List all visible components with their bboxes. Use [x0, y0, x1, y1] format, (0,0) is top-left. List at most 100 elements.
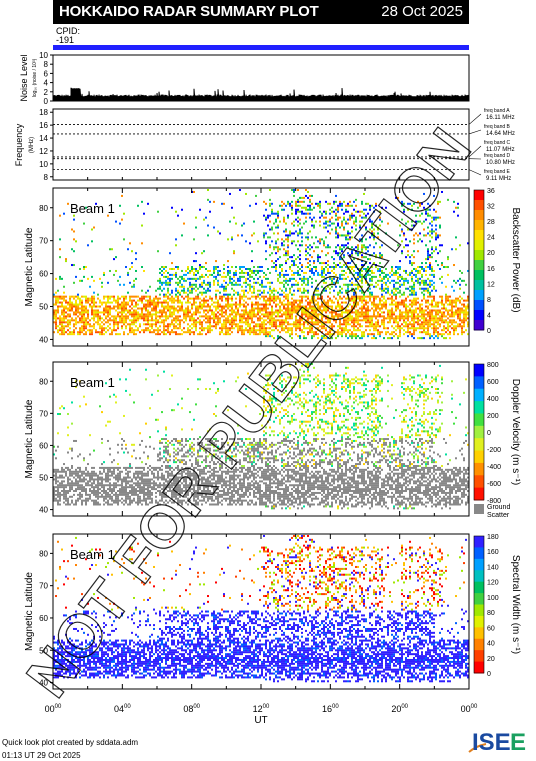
heatmap-cell	[391, 297, 393, 300]
heatmap-cell	[59, 315, 61, 318]
heatmap-cell	[305, 208, 307, 211]
heatmap-cell	[361, 305, 363, 308]
heatmap-cell	[297, 335, 299, 338]
heatmap-cell	[367, 269, 369, 272]
heatmap-cell	[345, 315, 347, 318]
heatmap-cell	[341, 315, 343, 318]
heatmap-cell	[209, 319, 211, 322]
heatmap-cell	[353, 269, 355, 272]
heatmap-cell	[297, 204, 299, 207]
heatmap-cell	[417, 281, 419, 284]
heatmap-cell	[399, 295, 401, 298]
heatmap-cell	[463, 317, 465, 320]
heatmap-cell	[321, 269, 323, 272]
heatmap-cell	[81, 301, 83, 304]
heatmap-cell	[337, 206, 339, 209]
heatmap-cell	[169, 281, 171, 284]
heatmap-cell	[281, 273, 283, 276]
heatmap-cell	[371, 315, 373, 318]
heatmap-cell	[405, 269, 407, 272]
heatmap-cell	[79, 480, 81, 483]
heatmap-cell	[279, 325, 281, 328]
heatmap-cell	[429, 337, 431, 340]
heatmap-cell	[345, 289, 347, 292]
heatmap-cell	[429, 281, 431, 284]
heatmap-cell	[255, 315, 257, 318]
heatmap-cell	[441, 301, 443, 304]
heatmap-cell	[71, 248, 73, 251]
heatmap-cell	[103, 307, 105, 310]
heatmap-cell	[323, 299, 325, 302]
heatmap-cell	[65, 305, 67, 308]
heatmap-cell	[425, 301, 427, 304]
heatmap-cell	[309, 329, 311, 332]
heatmap-cell	[435, 309, 437, 312]
heatmap-cell	[341, 202, 343, 205]
heatmap-cell	[235, 303, 237, 306]
heatmap-cell	[467, 303, 469, 306]
heatmap-cell	[151, 325, 153, 328]
heatmap-cell	[193, 333, 195, 336]
heatmap-cell	[415, 275, 417, 278]
heatmap-cell	[83, 459, 85, 462]
heatmap-cell	[395, 301, 397, 304]
heatmap-cell	[233, 323, 235, 326]
heatmap-cell	[349, 335, 351, 338]
heatmap-cell	[319, 307, 321, 310]
heatmap-cell	[199, 333, 201, 336]
heatmap-cell	[341, 327, 343, 330]
heatmap-cell	[383, 315, 385, 318]
heatmap-cell	[313, 299, 315, 302]
heatmap-cell	[391, 303, 393, 306]
heatmap-cell	[315, 303, 317, 306]
heatmap-cell	[175, 281, 177, 284]
heatmap-cell	[55, 497, 57, 500]
heatmap-cell	[297, 234, 299, 237]
heatmap-cell	[185, 331, 187, 334]
heatmap-cell	[309, 254, 311, 257]
heatmap-cell	[291, 323, 293, 326]
heatmap-cell	[279, 266, 281, 269]
heatmap-cell	[69, 503, 71, 506]
heatmap-cell	[71, 309, 73, 312]
heatmap-cell	[413, 262, 415, 265]
heatmap-cell	[117, 325, 119, 328]
heatmap-cell	[187, 307, 189, 310]
heatmap-cell	[269, 335, 271, 338]
heatmap-cell	[95, 315, 97, 318]
heatmap-cell	[239, 267, 241, 270]
heatmap-cell	[77, 482, 79, 485]
heatmap-cell	[209, 305, 211, 308]
frequency-band-name: freq band D	[484, 153, 511, 159]
heatmap-cell	[313, 273, 315, 276]
heatmap-cell	[341, 220, 343, 223]
heatmap-cell	[139, 313, 141, 316]
heatmap-cell	[347, 230, 349, 233]
heatmap-cell	[243, 295, 245, 298]
heatmap-cell	[223, 315, 225, 318]
colorbar-segment	[474, 240, 484, 251]
heatmap-cell	[341, 301, 343, 304]
heatmap-cell	[335, 297, 337, 300]
heatmap-cell	[153, 307, 155, 310]
heatmap-cell	[291, 232, 293, 235]
colorbar-tick-label: 28	[487, 219, 495, 226]
heatmap-cell	[211, 273, 213, 276]
heatmap-cell	[205, 262, 207, 265]
heatmap-cell	[429, 208, 431, 211]
heatmap-cell	[275, 220, 277, 223]
heatmap-cell	[165, 317, 167, 320]
heatmap-cell	[295, 230, 297, 233]
heatmap-cell	[339, 323, 341, 326]
heatmap-cell	[447, 256, 449, 259]
heatmap-cell	[303, 323, 305, 326]
heatmap-cell	[371, 333, 373, 336]
heatmap-cell	[391, 291, 393, 294]
heatmap-cell	[299, 319, 301, 322]
heatmap-cell	[379, 297, 381, 300]
heatmap-cell	[141, 301, 143, 304]
heatmap-cell	[463, 303, 465, 306]
heatmap-cell	[397, 266, 399, 269]
heatmap-cell	[199, 285, 201, 288]
heatmap-cell	[455, 297, 457, 300]
